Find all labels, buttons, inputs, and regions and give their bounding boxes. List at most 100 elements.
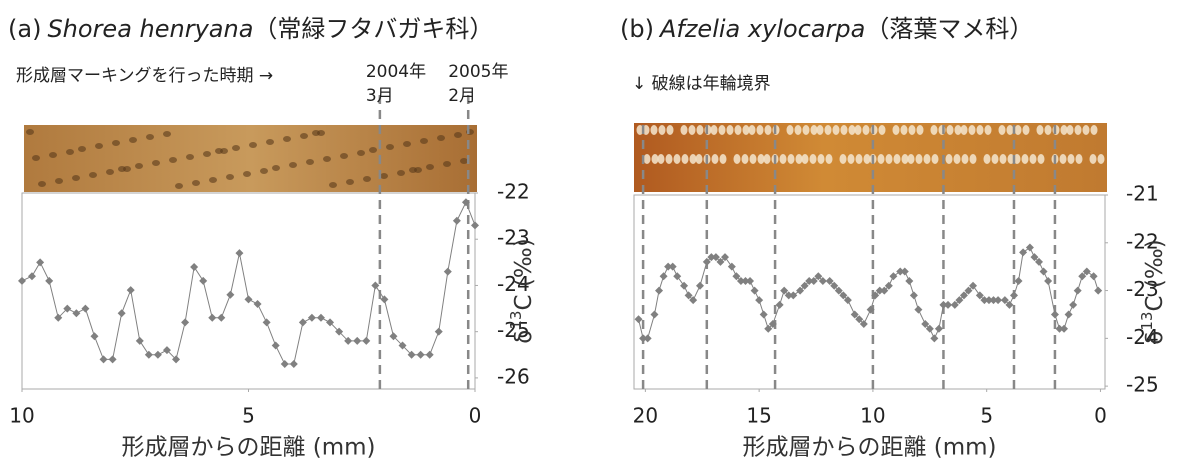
data-point: [669, 263, 677, 271]
data-point: [1060, 325, 1068, 333]
pore: [742, 154, 749, 164]
data-point: [1010, 291, 1018, 299]
data-point: [935, 325, 943, 333]
pore: [712, 154, 719, 164]
pore: [894, 154, 901, 164]
data-point: [235, 249, 243, 257]
pore: [460, 158, 468, 164]
pore: [369, 147, 377, 153]
data-point: [1090, 272, 1098, 280]
pore: [947, 125, 954, 135]
pore: [26, 129, 34, 135]
pore: [386, 144, 394, 150]
pore: [970, 154, 977, 164]
data-point: [944, 301, 952, 309]
pore: [924, 154, 931, 164]
pore: [658, 154, 665, 164]
pore: [1000, 154, 1007, 164]
pore: [893, 125, 900, 135]
data-point: [154, 351, 162, 359]
pore: [682, 154, 689, 164]
x-axis-label: 形成層からの距離 (mm): [121, 435, 375, 461]
pore: [1022, 154, 1029, 164]
pore: [743, 125, 750, 135]
pore: [955, 125, 962, 135]
pore: [78, 146, 86, 152]
pore: [961, 125, 968, 135]
title-family: （常緑フタバガキ科）: [253, 15, 493, 43]
y-axis-label: δ13C (‰): [1138, 239, 1168, 344]
annotation: ↓ 破線は年輪境界: [632, 74, 771, 94]
data-point: [72, 309, 80, 317]
pore: [689, 125, 696, 135]
y-label-part: C (‰): [1142, 239, 1168, 311]
pore: [757, 125, 764, 135]
data-point: [290, 360, 298, 368]
x-tick-label: 5: [980, 404, 993, 428]
pore: [266, 139, 274, 145]
pore: [817, 125, 824, 135]
data-point: [1019, 248, 1027, 256]
data-point: [272, 342, 280, 350]
pore: [49, 152, 57, 158]
pore: [118, 166, 126, 172]
data-point: [217, 314, 225, 322]
title-family: （落葉マメ科）: [865, 15, 1033, 43]
panel-title: (b)Afzelia xylocarpa（落葉マメ科）: [620, 15, 1033, 43]
pore: [818, 154, 825, 164]
pore: [55, 178, 63, 184]
data-point: [90, 332, 98, 340]
data-point: [190, 263, 198, 271]
data-point: [1065, 310, 1073, 318]
pore: [855, 125, 862, 135]
pore: [984, 154, 991, 164]
pore: [977, 125, 984, 135]
pore: [312, 130, 320, 136]
data-point: [136, 337, 144, 345]
pore: [272, 165, 280, 171]
pore: [437, 135, 445, 141]
data-point: [914, 306, 922, 314]
pore: [932, 154, 939, 164]
y-tick-label: -21: [1126, 182, 1159, 206]
pore: [1083, 125, 1090, 135]
pore: [454, 132, 462, 138]
pore: [795, 125, 802, 135]
pore: [992, 154, 999, 164]
pore: [186, 154, 194, 160]
data-line: [22, 202, 475, 364]
pore: [32, 155, 40, 161]
y-label-part: δ: [1142, 331, 1168, 345]
pore: [249, 142, 257, 148]
pore: [397, 170, 405, 176]
marker-label: 2月: [448, 86, 476, 106]
pore: [89, 172, 97, 178]
pore: [403, 141, 411, 147]
pore: [1075, 125, 1082, 135]
data-point: [181, 318, 189, 326]
pore: [802, 154, 809, 164]
pore: [152, 160, 160, 166]
pore: [849, 125, 856, 135]
data-point: [118, 309, 126, 317]
data-point: [680, 282, 688, 290]
pore: [1060, 154, 1067, 164]
data-point: [910, 291, 918, 299]
data-point: [127, 286, 135, 294]
x-tick-label: 10: [860, 404, 885, 428]
pore: [340, 153, 348, 159]
data-point: [746, 277, 754, 285]
pore: [788, 154, 795, 164]
data-point: [371, 281, 379, 289]
data-point: [930, 334, 938, 342]
data-point: [281, 360, 289, 368]
pore: [985, 125, 992, 135]
x-tick-label: 0: [1094, 404, 1107, 428]
data-point: [905, 277, 913, 285]
x-axis-label: 形成層からの距離 (mm): [742, 435, 996, 461]
pore: [1015, 125, 1022, 135]
data-point: [1026, 244, 1034, 252]
marker-label: 2004年: [366, 62, 426, 82]
y-label-part: C (‰): [511, 238, 537, 310]
pore: [644, 154, 651, 164]
